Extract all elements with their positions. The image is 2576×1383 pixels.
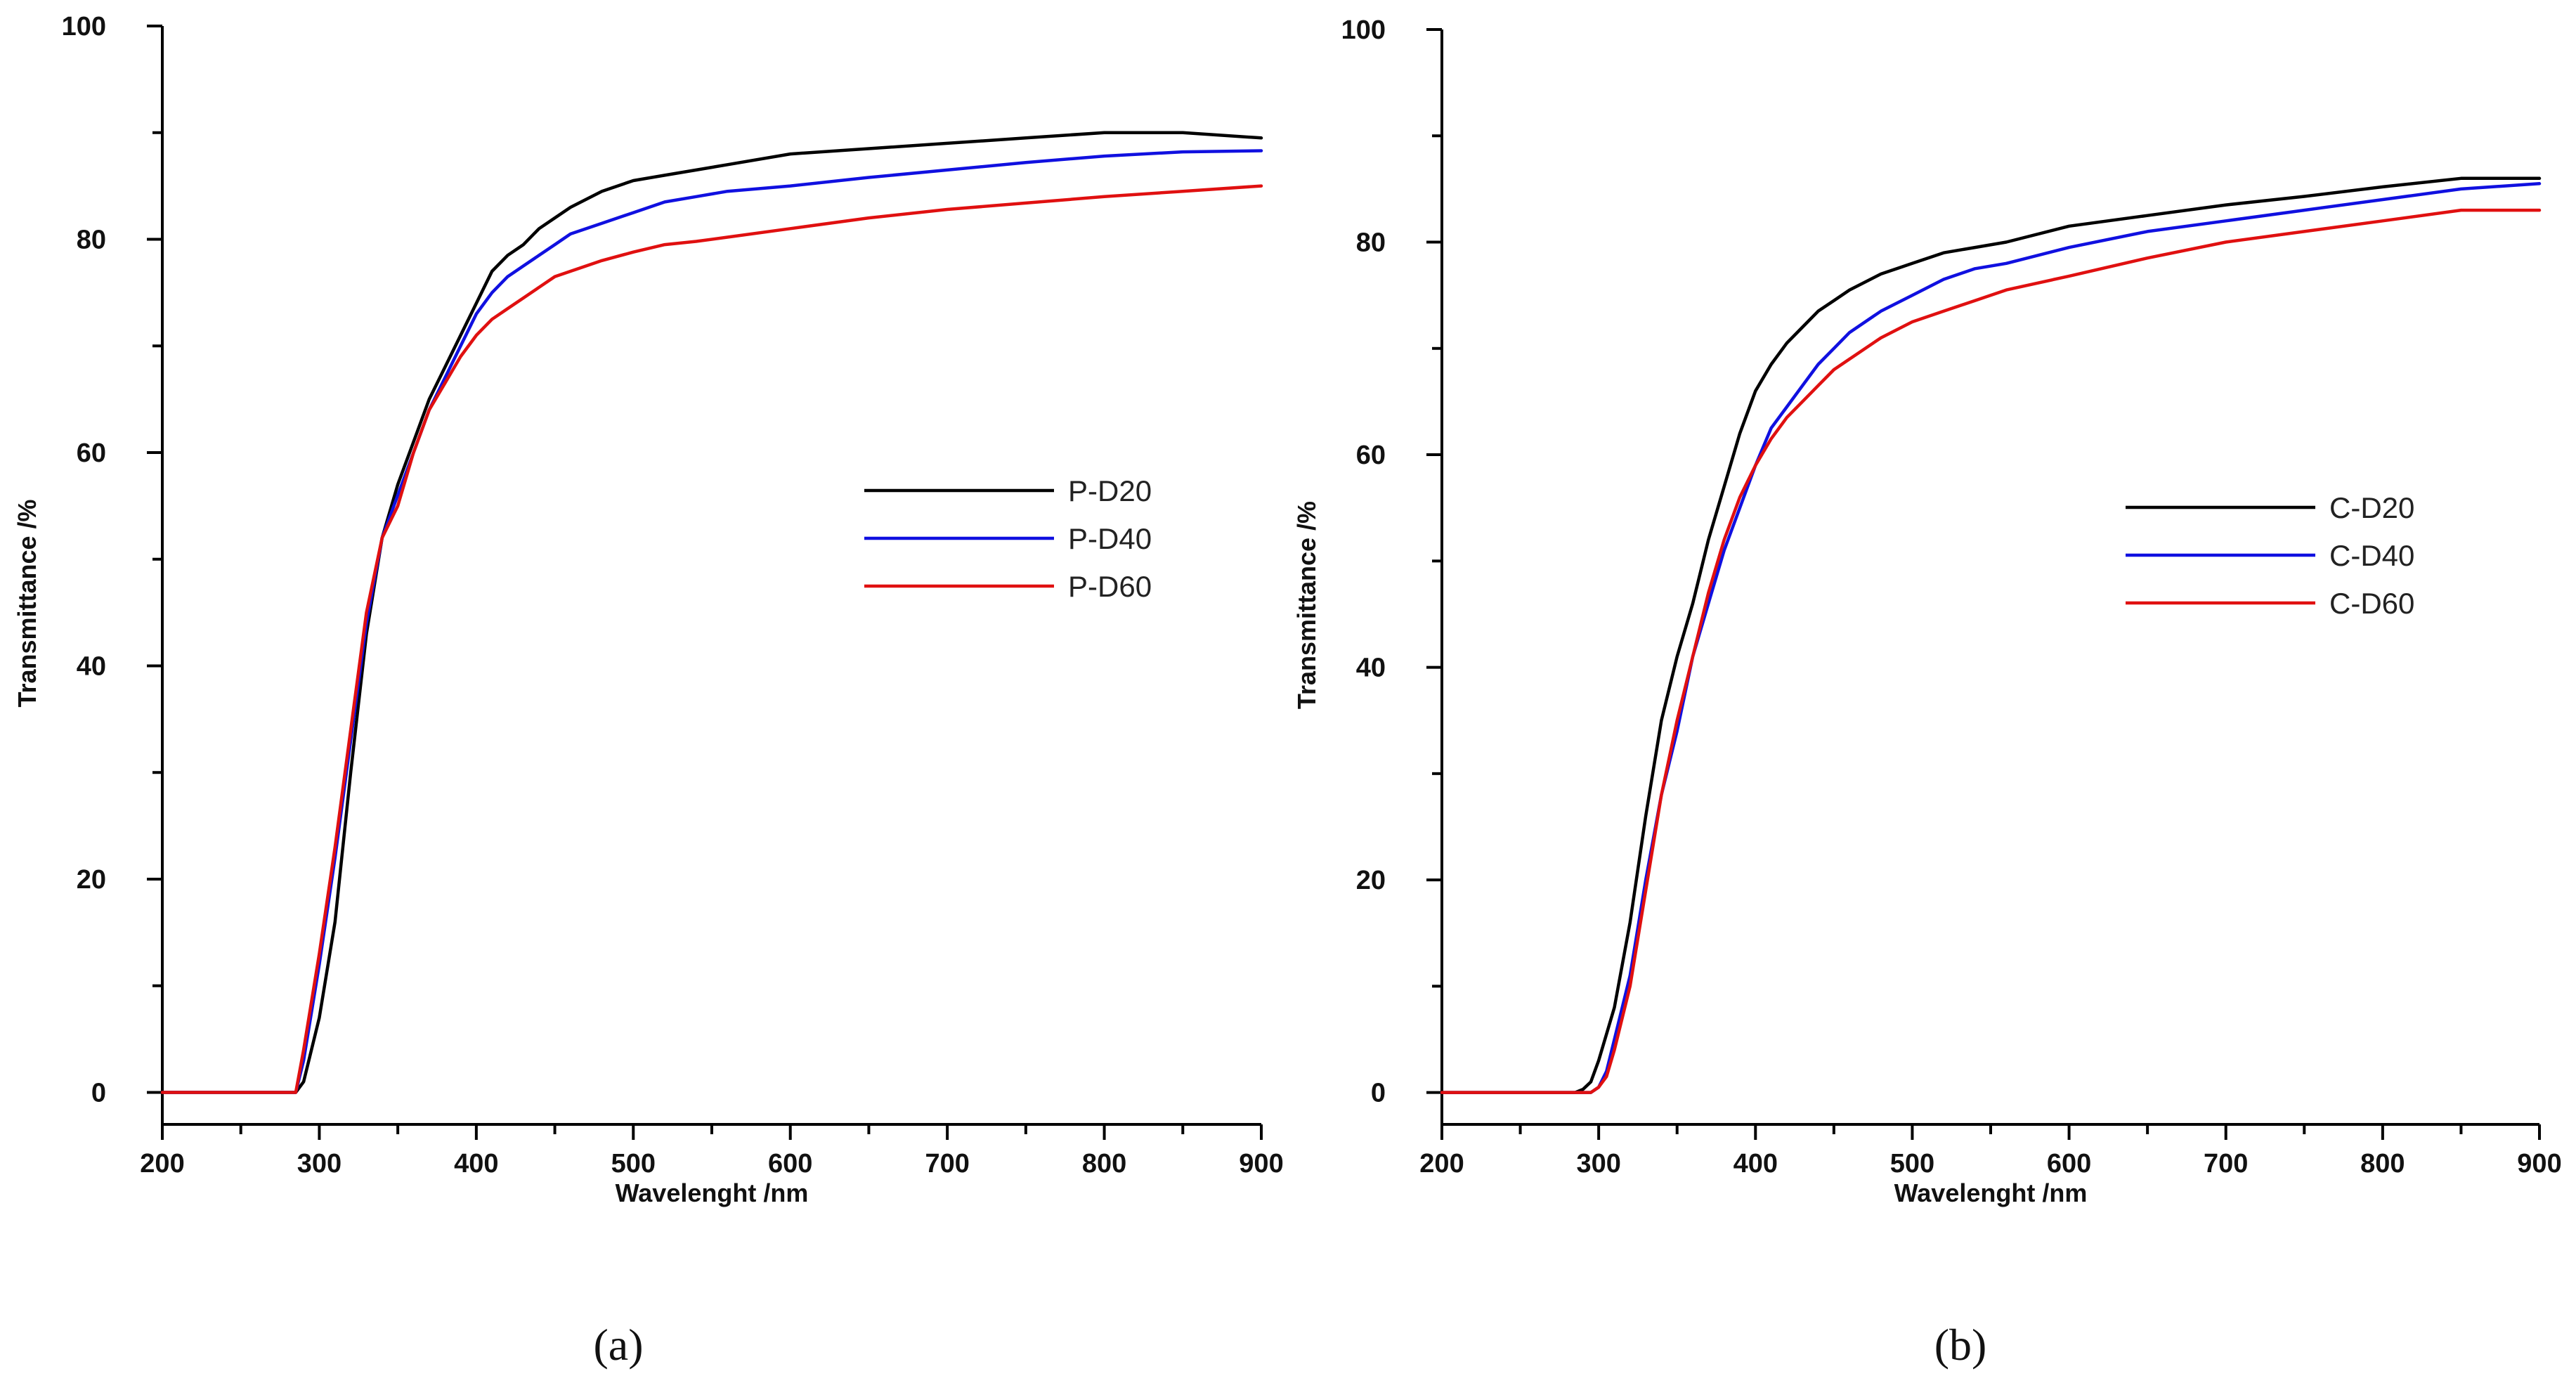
series-line-p-d60 bbox=[160, 184, 1263, 1094]
series-line-p-d20 bbox=[160, 131, 1263, 1094]
x-tick-label: 400 bbox=[454, 1149, 498, 1179]
legend-label-p-d20: P-D20 bbox=[1068, 474, 1152, 507]
series-line-c-d20 bbox=[1440, 176, 2542, 1094]
y-axis-title: Transmittance /% bbox=[1292, 501, 1321, 709]
series-line-c-d40 bbox=[1440, 182, 2542, 1094]
series-line-p-d40 bbox=[160, 149, 1263, 1094]
x-tick-label: 700 bbox=[925, 1149, 969, 1179]
x-tick-label: 800 bbox=[1082, 1149, 1126, 1179]
y-tick-label: 0 bbox=[1371, 1079, 1386, 1108]
y-tick-label: 40 bbox=[1356, 654, 1386, 683]
y-tick-label: 0 bbox=[91, 1078, 106, 1108]
x-tick-label: 300 bbox=[1576, 1149, 1620, 1179]
y-tick-label: 80 bbox=[1356, 228, 1386, 258]
legend-label-c-d40: C-D40 bbox=[2329, 539, 2414, 572]
x-tick-label: 200 bbox=[1419, 1149, 1464, 1179]
legend-label-p-d60: P-D60 bbox=[1068, 570, 1152, 603]
legend-label-p-d40: P-D40 bbox=[1068, 522, 1152, 555]
x-tick-label: 600 bbox=[768, 1149, 812, 1179]
x-tick-label: 700 bbox=[2204, 1149, 2248, 1179]
y-tick-label: 20 bbox=[1356, 866, 1386, 895]
panel-caption: (b) bbox=[1934, 1320, 1987, 1370]
y-tick-label: 100 bbox=[1341, 15, 1386, 45]
x-tick-label: 500 bbox=[1890, 1149, 1934, 1179]
y-tick-label: 40 bbox=[77, 651, 106, 681]
x-tick-label: 900 bbox=[2517, 1149, 2561, 1179]
y-axis-title: Transmittance /% bbox=[13, 499, 41, 707]
x-axis-title: Wavelenght /nm bbox=[616, 1179, 809, 1207]
chart-panel-b: 200 300 400 500 600 700 800 900 0 20 40 60 80 100 Wave… bbox=[1292, 15, 2562, 1370]
chart-panel-a: 200 300 400 500 600 700 800 900 0 20 40 60 80 100 Wave… bbox=[13, 12, 1284, 1370]
x-tick-label: 900 bbox=[1239, 1149, 1283, 1179]
series-line-c-d60 bbox=[1440, 208, 2542, 1094]
legend-label-c-d60: C-D60 bbox=[2329, 587, 2414, 620]
y-tick-label: 20 bbox=[77, 865, 106, 895]
legend-label-c-d20: C-D20 bbox=[2329, 491, 2414, 524]
y-tick-label: 80 bbox=[77, 225, 106, 254]
x-tick-label: 400 bbox=[1733, 1149, 1778, 1179]
x-tick-label: 800 bbox=[2360, 1149, 2405, 1179]
y-tick-label: 60 bbox=[77, 439, 106, 468]
x-tick-label: 300 bbox=[297, 1149, 341, 1179]
x-axis-title: Wavelenght /nm bbox=[1894, 1179, 2088, 1207]
x-tick-label: 200 bbox=[140, 1149, 184, 1179]
x-tick-label: 600 bbox=[2047, 1149, 2091, 1179]
x-tick-label: 500 bbox=[611, 1149, 656, 1179]
legend: P-D20 P-D40 P-D60 bbox=[864, 474, 1152, 603]
panel-caption: (a) bbox=[593, 1320, 643, 1370]
y-tick-label: 100 bbox=[62, 12, 106, 41]
legend: C-D20 C-D40 C-D60 bbox=[2126, 491, 2414, 620]
y-tick-label: 60 bbox=[1356, 441, 1386, 470]
